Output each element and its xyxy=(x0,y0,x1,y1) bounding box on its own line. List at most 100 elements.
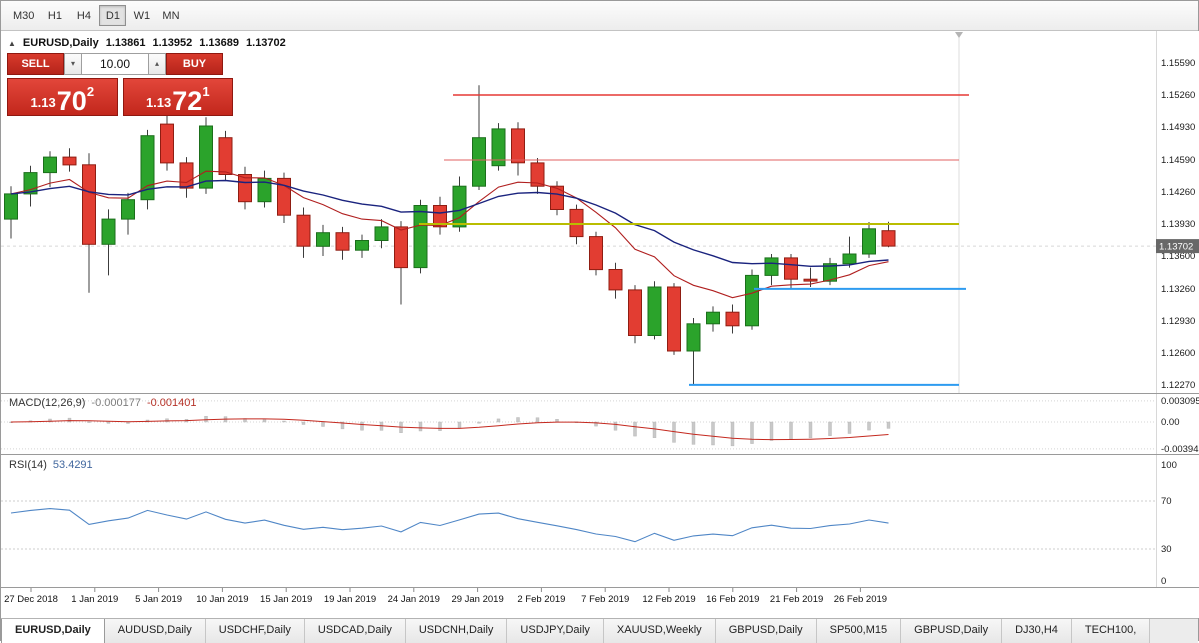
macd-histogram-bar xyxy=(88,422,91,423)
date-axis-label: 26 Feb 2019 xyxy=(834,594,887,605)
macd-histogram-bar xyxy=(419,422,422,431)
candle-bullish xyxy=(473,138,486,187)
ask-price-big-digits: 72 xyxy=(172,89,202,113)
candle-bearish xyxy=(180,163,193,188)
symbol-tab-audusd-daily[interactable]: AUDUSD,Daily xyxy=(105,619,206,643)
chart-ohlc-header: ▲ EURUSD,Daily 1.13861 1.13952 1.13689 1… xyxy=(8,37,286,49)
timeframe-button-h4[interactable]: H4 xyxy=(70,5,97,26)
bid-price-display[interactable]: 1.13702 xyxy=(7,78,118,116)
symbol-tab-gbpusd-daily[interactable]: GBPUSD,Daily xyxy=(901,619,1002,643)
date-axis-label: 12 Feb 2019 xyxy=(642,594,695,605)
macd-histogram-bar xyxy=(868,422,871,430)
macd-histogram-bar xyxy=(751,422,754,444)
sell-button[interactable]: SELL xyxy=(7,53,64,75)
macd-histogram-bar xyxy=(361,422,364,430)
date-axis-label: 1 Jan 2019 xyxy=(71,594,118,605)
date-axis-label: 5 Jan 2019 xyxy=(135,594,182,605)
macd-axis-label: 0.003095 xyxy=(1161,396,1199,407)
symbol-tab-usdcnh-daily[interactable]: USDCNH,Daily xyxy=(406,619,508,643)
price-chart-canvas[interactable]: 1.155901.152601.149301.145901.142601.139… xyxy=(1,31,1199,618)
symbol-tab-gbpusd-daily[interactable]: GBPUSD,Daily xyxy=(716,619,817,643)
candle-bullish xyxy=(122,200,135,219)
price-axis-label: 1.12930 xyxy=(1161,316,1195,327)
volume-increase-button[interactable]: ▴ xyxy=(148,53,166,75)
symbol-tab-eurusd-daily[interactable]: EURUSD,Daily xyxy=(1,619,105,643)
volume-decrease-button[interactable]: ▾ xyxy=(64,53,82,75)
candle-bearish xyxy=(395,227,408,268)
candle-bearish xyxy=(785,258,798,279)
ohlc-high: 1.13952 xyxy=(152,37,192,49)
candle-bullish xyxy=(746,275,759,325)
symbol-tab-usdjpy-daily[interactable]: USDJPY,Daily xyxy=(507,619,604,643)
caret-down-icon: ▾ xyxy=(71,59,75,68)
ohlc-open: 1.13861 xyxy=(106,37,146,49)
candle-bearish xyxy=(629,290,642,336)
rsi-pane: 10070300 xyxy=(1,460,1177,587)
price-axis-label: 1.14590 xyxy=(1161,155,1195,166)
rsi-indicator-label: RSI(14) 53.4291 xyxy=(9,459,93,471)
timeframe-button-h1[interactable]: H1 xyxy=(41,5,68,26)
price-axis-label: 1.14260 xyxy=(1161,187,1195,198)
candle-bullish xyxy=(863,229,876,254)
macd-main-value: -0.000177 xyxy=(91,397,141,409)
date-axis-label: 19 Jan 2019 xyxy=(324,594,376,605)
price-axis-label: 1.12600 xyxy=(1161,348,1195,359)
bid-price-big-digits: 70 xyxy=(57,89,87,113)
candle-bullish xyxy=(5,194,18,219)
price-axis-label: 1.13930 xyxy=(1161,219,1195,230)
symbol-tab-usdchf-daily[interactable]: USDCHF,Daily xyxy=(206,619,305,643)
rsi-value: 53.4291 xyxy=(53,459,93,471)
date-axis-label: 24 Jan 2019 xyxy=(388,594,440,605)
timeframe-button-w1[interactable]: W1 xyxy=(128,5,155,26)
macd-histogram-bar xyxy=(712,422,715,445)
date-axis-label: 7 Feb 2019 xyxy=(581,594,629,605)
ask-price-display[interactable]: 1.13721 xyxy=(123,78,234,116)
symbol-tab-xauusd-weekly[interactable]: XAUUSD,Weekly xyxy=(604,619,716,643)
timeframe-button-m30[interactable]: M30 xyxy=(8,5,39,26)
candle-bullish xyxy=(687,324,700,351)
candle-bullish xyxy=(453,186,466,227)
timeframe-button-d1[interactable]: D1 xyxy=(99,5,126,26)
volume-input[interactable] xyxy=(82,53,148,75)
bid-price-pipette: 2 xyxy=(87,84,94,99)
candle-bullish xyxy=(414,206,427,268)
trading-terminal-window: M30H1H4D1W1MN 1.155901.152601.149301.145… xyxy=(0,0,1199,641)
date-axis-label: 29 Jan 2019 xyxy=(451,594,503,605)
macd-histogram-bar xyxy=(302,422,305,425)
ohlc-close: 1.13702 xyxy=(246,37,286,49)
one-click-trading-panel: SELL ▾ ▴ BUY 1.13702 1.13721 xyxy=(7,53,233,116)
ohlc-low: 1.13689 xyxy=(199,37,239,49)
macd-histogram-bar xyxy=(809,422,812,438)
macd-histogram-bar xyxy=(634,422,637,436)
date-axis-label: 10 Jan 2019 xyxy=(196,594,248,605)
candle-bearish xyxy=(804,279,817,281)
candle-bearish xyxy=(83,165,96,245)
macd-histogram-bar xyxy=(887,422,890,428)
candle-bearish xyxy=(609,270,622,290)
date-axis-label: 21 Feb 2019 xyxy=(770,594,823,605)
candle-bullish xyxy=(375,227,388,241)
rsi-name: RSI(14) xyxy=(9,459,47,471)
symbol-tab-dj30-h4[interactable]: DJ30,H4 xyxy=(1002,619,1072,643)
symbol-tab-usdcad-daily[interactable]: USDCAD,Daily xyxy=(305,619,406,643)
symbol-tab-sp500-m15[interactable]: SP500,M15 xyxy=(817,619,901,643)
macd-histogram-bar xyxy=(322,422,325,427)
candle-bearish xyxy=(63,157,76,165)
symbol-tab-tech100-[interactable]: TECH100, xyxy=(1072,619,1150,643)
macd-histogram-bar xyxy=(107,422,110,423)
candle-bearish xyxy=(239,175,252,202)
date-axis-label: 15 Jan 2019 xyxy=(260,594,312,605)
candle-bearish xyxy=(336,233,349,251)
price-axis-label: 1.15590 xyxy=(1161,58,1195,69)
price-axis-label: 1.12270 xyxy=(1161,380,1195,391)
macd-histogram-bar xyxy=(439,422,442,431)
macd-signal-value: -0.001401 xyxy=(147,397,197,409)
candle-bullish xyxy=(356,241,369,251)
candle-bearish xyxy=(512,129,525,163)
macd-histogram-bar xyxy=(692,422,695,444)
macd-histogram-bar xyxy=(517,418,520,423)
timeframe-button-mn[interactable]: MN xyxy=(157,5,184,26)
macd-histogram-bar xyxy=(614,422,617,430)
rsi-axis-label: 70 xyxy=(1161,496,1172,507)
buy-button[interactable]: BUY xyxy=(166,53,223,75)
